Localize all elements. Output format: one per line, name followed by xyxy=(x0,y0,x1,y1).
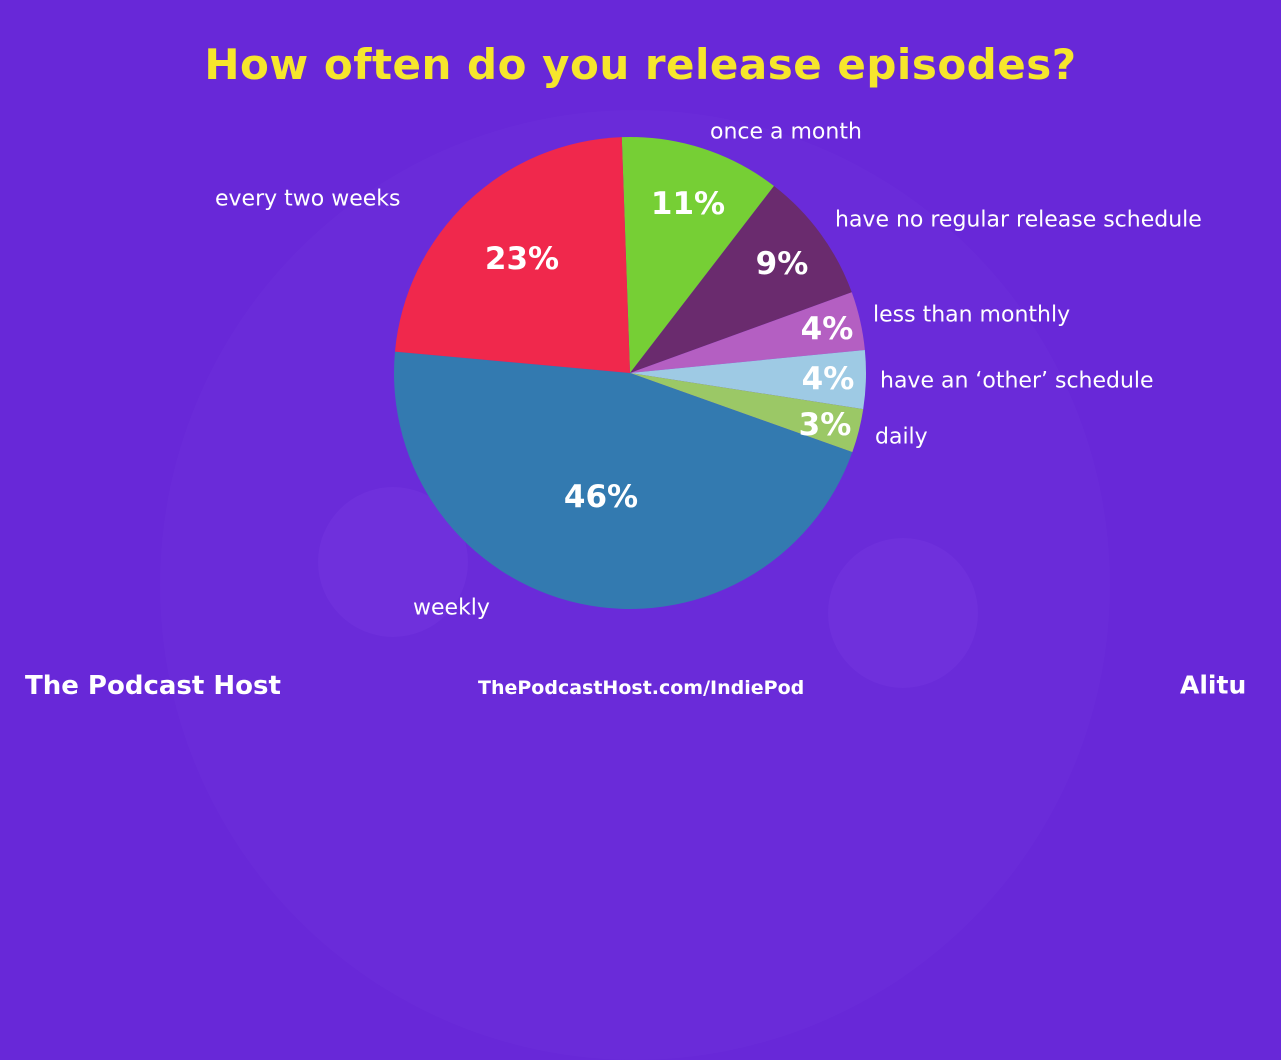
slice-value-label: 9% xyxy=(755,246,809,282)
background-circle xyxy=(828,538,978,688)
slice-category-label: have an ‘other’ schedule xyxy=(880,368,1154,394)
footer-url: ThePodcastHost.com/IndiePod xyxy=(478,677,805,699)
pie-slice-once-a-month xyxy=(621,137,774,373)
pie-slice-have-an-other-schedule xyxy=(630,349,866,410)
slice-category-label: daily xyxy=(875,424,928,450)
slice-value-label: 4% xyxy=(801,361,855,397)
pie-slice-daily xyxy=(630,373,864,453)
slice-value-label: 11% xyxy=(650,186,726,222)
slice-value-label: 3% xyxy=(798,407,852,443)
brand-logo: The Podcast Host xyxy=(25,671,281,701)
slice-category-label: have no regular release schedule xyxy=(835,207,1202,233)
pie-slice-weekly xyxy=(394,351,853,610)
pie-chart xyxy=(394,137,866,610)
slice-value-label: 23% xyxy=(484,241,560,277)
pie-slice-every-two-weeks xyxy=(394,137,630,373)
partner-logo: Alitu xyxy=(1180,670,1247,700)
slice-value-label: 46% xyxy=(563,479,639,515)
slice-category-label: less than monthly xyxy=(873,302,1071,328)
slice-value-label: 4% xyxy=(800,311,854,347)
pie-slice-have-no-regular-release-schedule xyxy=(630,186,852,373)
slice-category-label: every two weeks xyxy=(215,186,401,212)
slice-category-label: once a month xyxy=(710,119,862,145)
slice-category-label: weekly xyxy=(413,595,490,621)
pie-slice-less-than-monthly xyxy=(630,292,865,373)
chart-title: How often do you release episodes? xyxy=(204,40,1077,89)
